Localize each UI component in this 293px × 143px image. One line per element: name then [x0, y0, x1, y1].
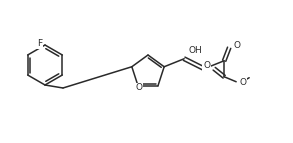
Text: O: O — [239, 78, 246, 87]
Text: O: O — [135, 83, 142, 92]
Text: OH: OH — [188, 46, 202, 55]
Text: O: O — [233, 41, 240, 50]
Text: F: F — [37, 39, 42, 48]
Text: O: O — [203, 61, 210, 70]
